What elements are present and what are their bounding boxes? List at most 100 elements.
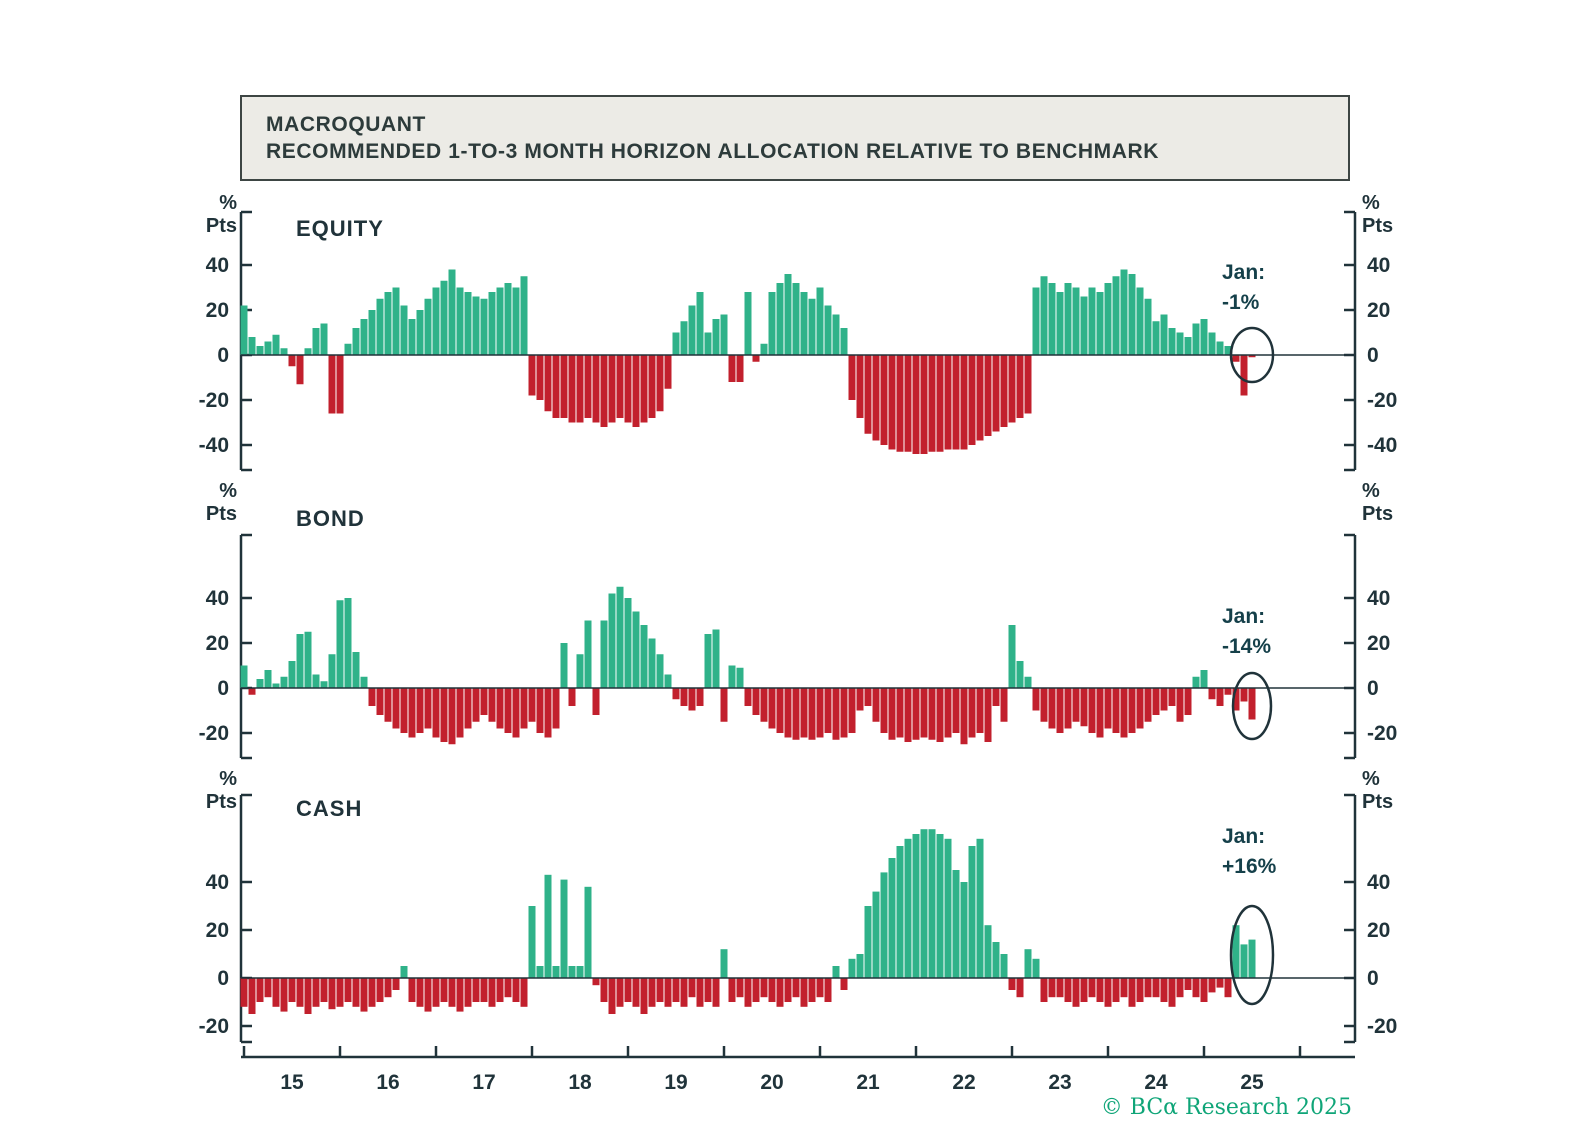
bar [296, 355, 304, 385]
bar [704, 332, 712, 355]
bar [400, 305, 408, 355]
bar [992, 355, 1000, 432]
bar [488, 292, 496, 355]
bar [552, 966, 560, 978]
bar [1024, 949, 1032, 978]
bar [512, 287, 520, 355]
bar [1144, 688, 1152, 722]
bar [880, 872, 888, 978]
bar [1216, 688, 1224, 706]
bar [568, 966, 576, 978]
bar [608, 355, 616, 423]
annotation-label: Jan: [1222, 605, 1266, 628]
year-label: 21 [856, 1071, 880, 1094]
bar [896, 846, 904, 978]
cash-jan-annotation: Jan: +16% [1222, 822, 1276, 883]
bar [984, 355, 992, 436]
bar [1104, 978, 1112, 1007]
bar [312, 328, 320, 355]
bar [448, 688, 456, 745]
bar [336, 978, 344, 1007]
y-tick-label: 0 [217, 967, 229, 990]
bar [288, 978, 296, 1002]
bar [656, 978, 664, 1002]
bar [432, 287, 440, 355]
bar [848, 958, 856, 978]
bar [920, 688, 928, 738]
bar [368, 688, 376, 706]
year-label: 19 [664, 1071, 687, 1094]
bar [520, 688, 528, 729]
bar [1128, 274, 1136, 355]
bar [1176, 978, 1184, 998]
bar [472, 978, 480, 1002]
bar [520, 978, 528, 1007]
bar [1224, 978, 1232, 998]
y-tick-label: 0 [1367, 967, 1379, 990]
bar [1160, 314, 1168, 355]
bar [1232, 688, 1240, 711]
bar [1208, 978, 1216, 993]
bar [1160, 978, 1168, 1002]
y-tick-label: 20 [1367, 632, 1390, 655]
bar [1080, 978, 1088, 1002]
bar [592, 688, 600, 715]
bar [272, 683, 280, 688]
bar [240, 305, 248, 355]
bar [1248, 939, 1256, 978]
bar [544, 688, 552, 738]
bar [1088, 688, 1096, 733]
bar [1072, 688, 1080, 722]
bar [752, 355, 760, 362]
bar [392, 287, 400, 355]
bar [968, 846, 976, 978]
bar [600, 978, 608, 1002]
bar [256, 978, 264, 1002]
bar [456, 287, 464, 355]
bar [496, 287, 504, 355]
bar [320, 978, 328, 1002]
bar [688, 688, 696, 711]
bar [352, 652, 360, 688]
bar [448, 269, 456, 355]
bar [856, 355, 864, 418]
bar [328, 654, 336, 688]
bar [1032, 287, 1040, 355]
bar [744, 688, 752, 706]
bar [1184, 688, 1192, 715]
bar [656, 654, 664, 688]
bar [440, 978, 448, 1002]
bar [424, 688, 432, 729]
annotation-value: +16% [1222, 855, 1277, 879]
bar [760, 343, 768, 355]
bar [480, 298, 488, 355]
bar [1000, 688, 1008, 722]
bar [784, 978, 792, 1002]
y-tick-label: 0 [1367, 677, 1379, 700]
bar [352, 978, 360, 1007]
bar [664, 674, 672, 688]
bar [1200, 978, 1208, 1002]
bar [344, 978, 352, 1002]
bar [1104, 283, 1112, 355]
bar [240, 665, 248, 688]
y-tick-label: -20 [199, 389, 229, 412]
bar [768, 688, 776, 729]
bar [704, 978, 712, 1002]
bar [352, 328, 360, 355]
bar [1168, 688, 1176, 706]
bar [1096, 978, 1104, 1002]
bar [432, 688, 440, 738]
bar [320, 681, 328, 688]
bar [752, 978, 760, 1002]
bar [280, 676, 288, 688]
bar [1080, 688, 1088, 727]
bar [728, 355, 736, 382]
bar [816, 688, 824, 738]
bar [272, 978, 280, 1007]
bar [648, 978, 656, 1007]
y-tick-label: -20 [1367, 722, 1397, 745]
bar [1032, 688, 1040, 711]
bar [584, 886, 592, 978]
